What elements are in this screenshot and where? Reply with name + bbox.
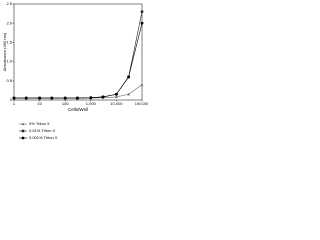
marker — [115, 95, 118, 99]
y-tick-label: 0.5 — [6, 78, 12, 83]
marker — [127, 92, 131, 96]
y-tick-label: 0 — [10, 97, 13, 102]
legend-marker — [21, 136, 25, 140]
marker — [63, 96, 67, 100]
marker — [50, 96, 54, 100]
marker — [101, 95, 105, 99]
x-tick-label: 1,000 — [86, 101, 97, 106]
marker — [38, 96, 41, 100]
y-tick-label: 2.0 — [6, 20, 12, 25]
marker — [140, 21, 144, 25]
plot-frame — [13, 3, 143, 101]
y-tick-label: 1.0 — [6, 59, 12, 64]
legend-marker — [21, 122, 25, 126]
legend-label: 0.001% Triton X — [29, 135, 58, 140]
marker — [24, 96, 28, 100]
marker — [127, 75, 131, 79]
x-tick-label: 10,000 — [110, 101, 123, 106]
x-tick-label: 10 — [37, 101, 42, 106]
x-tick-label: 100,000 — [135, 101, 148, 106]
y-axis-label: Absorbance (490 nm) — [2, 32, 7, 71]
x-tick-label: 100 — [62, 101, 69, 106]
y-tick-label: 2.5 — [6, 1, 12, 6]
marker — [140, 10, 144, 13]
x-tick-label: 1 — [13, 101, 16, 106]
marker — [89, 96, 93, 100]
marker — [12, 96, 16, 100]
chart: Cells/Well Absorbance (490 nm) 0 0.5 1.0 1.… — [2, 1, 148, 140]
x-axis-label: Cells/Well — [68, 107, 88, 112]
marker — [76, 96, 79, 100]
legend-label: 0.01% Triton X — [29, 128, 56, 133]
marker — [115, 92, 118, 96]
legend-label: 0% Triton X — [29, 121, 50, 126]
legend-marker — [21, 129, 25, 133]
y-tick-label: 1.5 — [6, 39, 12, 44]
marker — [140, 83, 144, 86]
